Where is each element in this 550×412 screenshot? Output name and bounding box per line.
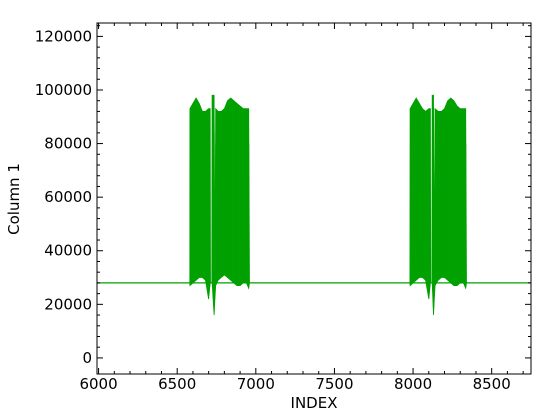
- plot-area: [97, 94, 531, 316]
- y-tick-label: 60000: [44, 188, 92, 206]
- x-tick-label: 8500: [473, 375, 511, 393]
- y-tick-label: 0: [82, 349, 92, 367]
- y-tick-label: 40000: [44, 242, 92, 260]
- axes: 6000 6500 7000 7500 8000 8500 0 20000 40000 60000…: [35, 22, 532, 393]
- y-tick-label: 100000: [35, 81, 92, 99]
- y-axis-title: Column 1: [5, 163, 23, 235]
- plot-frame: [96, 22, 532, 375]
- x-tick-label: 6500: [158, 375, 196, 393]
- y-tick-label: 80000: [44, 135, 92, 153]
- x-axis-title: INDEX: [291, 394, 338, 412]
- y-tick-label: 120000: [35, 27, 92, 45]
- x-tick-label: 7000: [237, 375, 275, 393]
- burst-oscillation-1: [190, 95, 250, 312]
- x-tick-label: 7500: [315, 375, 353, 393]
- burst-oscillation-2: [410, 95, 467, 309]
- y-tick-label: 20000: [44, 295, 92, 313]
- x-tick-label: 8000: [394, 375, 432, 393]
- x-tick-label: 6000: [79, 375, 117, 393]
